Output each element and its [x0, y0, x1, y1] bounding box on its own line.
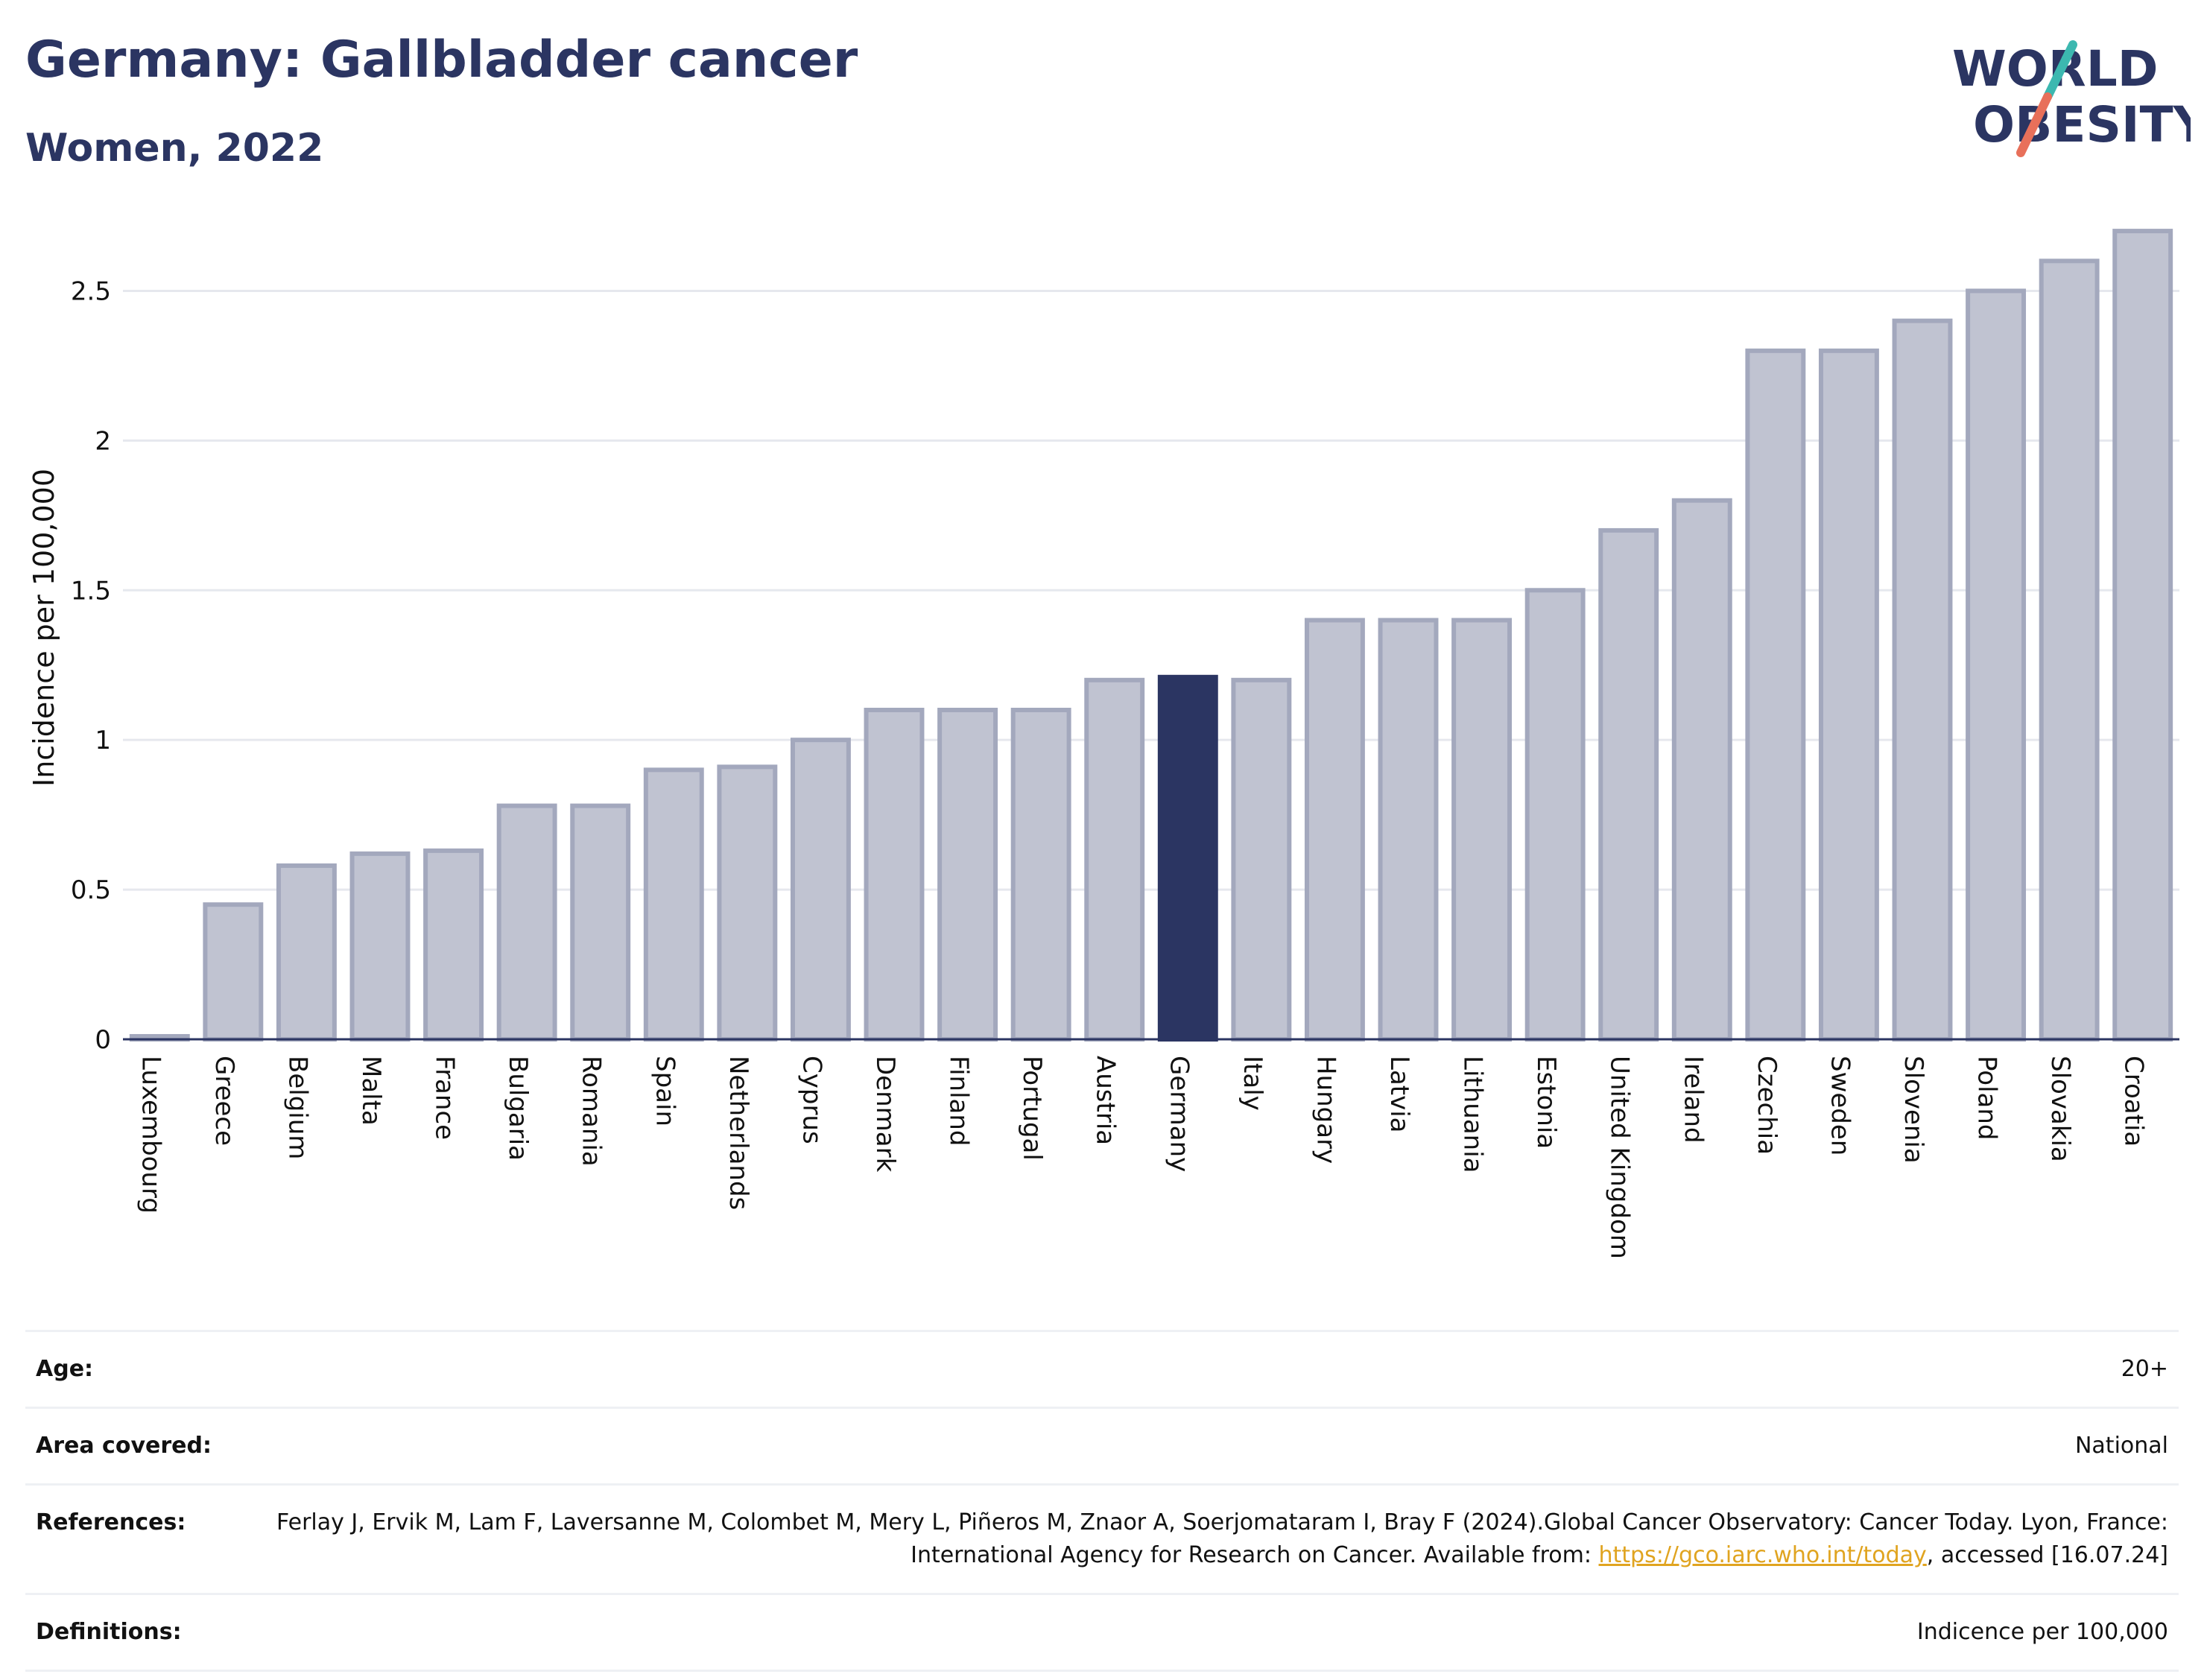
x-tick-label: Bulgaria — [503, 1056, 533, 1161]
bar-romania — [570, 803, 631, 1042]
x-tick-label: Croatia — [2119, 1056, 2149, 1147]
x-tick-label: United Kingdom — [1605, 1056, 1635, 1259]
bar-france — [423, 848, 484, 1042]
bar-spain — [643, 767, 704, 1042]
bar-slovenia — [1892, 318, 1953, 1042]
x-tick-label: Ireland — [1678, 1056, 1708, 1144]
bar-germany — [1157, 674, 1218, 1042]
meta-row-references: References: Ferlay J, Ervik M, Lam F, La… — [25, 1483, 2179, 1593]
logo-slash-top — [2043, 40, 2077, 101]
bar-poland — [1966, 288, 2027, 1042]
references-value: Ferlay J, Ervik M, Lam F, Laversanne M, … — [231, 1506, 2168, 1572]
y-tick-label: 0.5 — [71, 875, 111, 905]
bar-slovakia — [2039, 259, 2100, 1042]
metadata-table: Age: 20+ Area covered: National Referenc… — [25, 1330, 2179, 1672]
x-tick-label: Estonia — [1531, 1056, 1561, 1149]
bar-denmark — [864, 708, 925, 1042]
page-subtitle: Women, 2022 — [25, 126, 324, 171]
y-tick-labels: 0 0.5 1 1.5 2 2.5 — [71, 276, 111, 1055]
references-link[interactable]: https://gco.iarc.who.int/today — [1598, 1542, 1927, 1568]
page-title: Germany: Gallbladder cancer — [25, 31, 858, 89]
bar-greece — [203, 902, 264, 1042]
x-tick-label: Cyprus — [797, 1056, 826, 1144]
x-tick-label: Netherlands — [723, 1056, 753, 1210]
logo-slash-bottom — [2016, 92, 2052, 157]
x-tick-label: Romania — [577, 1056, 607, 1167]
x-tick-label: Germany — [1164, 1056, 1194, 1172]
x-tick-label: Spain — [650, 1056, 680, 1126]
bar-sweden — [1818, 348, 1879, 1042]
x-tick-label: Portugal — [1017, 1056, 1047, 1161]
x-tick-label: Sweden — [1825, 1056, 1855, 1156]
meta-row-area: Area covered: National — [25, 1407, 2179, 1483]
x-tick-label: Slovakia — [2045, 1056, 2075, 1162]
references-label: References: — [36, 1509, 186, 1535]
bar-united-kingdom — [1598, 527, 1659, 1042]
x-tick-label: Austria — [1091, 1056, 1121, 1145]
references-accessed: , accessed [16.07.24] — [1926, 1542, 2168, 1568]
y-tick-label: 1.5 — [71, 576, 111, 606]
bar-croatia — [2112, 229, 2173, 1042]
bar-austria — [1084, 677, 1145, 1042]
area-label: Area covered: — [36, 1433, 212, 1459]
bar-chart: 0 0.5 1 1.5 2 2.5 Luxembourg Greece Belgium Malt… — [28, 229, 2179, 1259]
x-tick-label: Italy — [1238, 1056, 1267, 1111]
age-value: 20+ — [2121, 1356, 2168, 1382]
x-tick-label: Latvia — [1384, 1056, 1414, 1133]
x-tick-label: Poland — [1972, 1056, 2002, 1141]
y-tick-label: 0 — [95, 1025, 111, 1055]
bar-finland — [937, 708, 998, 1042]
x-tick-label: Finland — [944, 1056, 974, 1147]
bar-ireland — [1671, 498, 1732, 1042]
x-tick-label: Greece — [209, 1056, 239, 1146]
area-value: National — [2074, 1433, 2168, 1459]
x-tick-label: Slovenia — [1899, 1056, 1928, 1164]
meta-row-age: Age: 20+ — [25, 1330, 2179, 1407]
x-tick-label: Czechia — [1752, 1056, 1782, 1155]
world-obesity-logo: WORLD OBESITY — [1952, 40, 2191, 157]
x-tick-label: Lithuania — [1458, 1056, 1488, 1173]
bar-belgium — [276, 863, 337, 1042]
bar-latvia — [1378, 618, 1439, 1042]
x-tick-label: Denmark — [870, 1056, 900, 1173]
y-axis-label: Incidence per 100,000 — [28, 469, 60, 787]
bar-malta — [349, 851, 411, 1042]
bar-cyprus — [790, 738, 851, 1042]
references-text: Ferlay J, Ervik M, Lam F, Laversanne M, … — [276, 1509, 2168, 1568]
age-label: Age: — [36, 1356, 94, 1382]
bar-estonia — [1524, 588, 1586, 1042]
x-tick-label: Belgium — [282, 1056, 312, 1159]
bar-hungary — [1304, 618, 1365, 1042]
y-tick-label: 2.5 — [71, 276, 111, 306]
y-tick-label: 1 — [95, 726, 111, 755]
definitions-value: Indicence per 100,000 — [1916, 1619, 2168, 1645]
x-tick-label: Luxembourg — [136, 1056, 165, 1214]
x-tick-label: Malta — [356, 1056, 386, 1126]
bar-netherlands — [717, 764, 778, 1042]
x-tick-labels: Luxembourg Greece Belgium Malta France Bulgar… — [136, 1056, 2148, 1259]
y-tick-label: 2 — [95, 426, 111, 456]
definitions-label: Definitions: — [36, 1619, 182, 1645]
meta-row-definitions: Definitions: Indicence per 100,000 — [25, 1593, 2179, 1672]
bars-layer — [129, 229, 2173, 1042]
x-tick-label: France — [430, 1056, 460, 1140]
bar-lithuania — [1451, 618, 1513, 1042]
bar-czechia — [1745, 348, 1806, 1042]
bar-portugal — [1010, 708, 1071, 1042]
bar-bulgaria — [496, 803, 557, 1042]
logo-text-obesity: OBESITY — [1973, 96, 2191, 153]
bar-italy — [1231, 677, 1292, 1042]
x-tick-label: Hungary — [1311, 1056, 1340, 1164]
